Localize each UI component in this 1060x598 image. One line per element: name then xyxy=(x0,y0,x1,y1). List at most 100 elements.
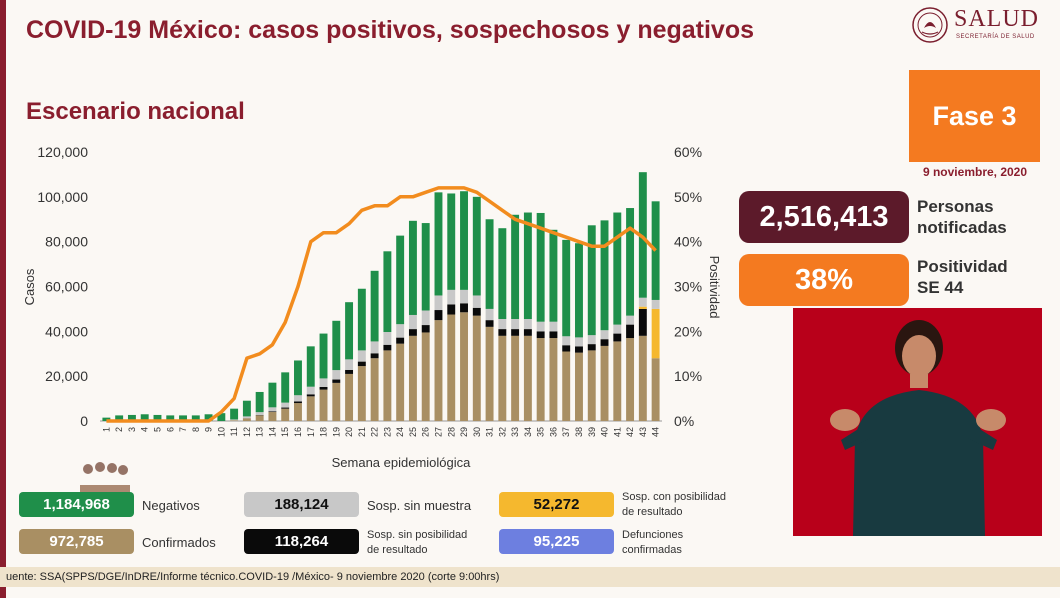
bar-segment xyxy=(626,338,635,421)
y-axis-label: Casos xyxy=(22,268,37,305)
bar-segment xyxy=(536,338,545,421)
y-tick-label: 100,000 xyxy=(37,189,88,205)
bar-segment xyxy=(370,353,379,359)
bar-segment xyxy=(115,415,124,421)
bar-segment xyxy=(102,417,111,421)
bar-segment xyxy=(319,333,328,379)
bar-segment xyxy=(485,219,494,309)
bar-segment xyxy=(575,352,583,421)
bar-segment xyxy=(306,396,315,421)
bar-segment xyxy=(575,337,583,347)
bar-segment xyxy=(485,308,494,321)
bar-segment xyxy=(626,315,635,325)
bar-segment xyxy=(472,295,481,308)
positivity-line xyxy=(106,186,657,423)
watermark-stamp xyxy=(76,455,134,495)
bar-segment xyxy=(217,413,226,421)
bar-segment xyxy=(447,193,456,290)
x-tick-label: 27 xyxy=(433,427,443,437)
bar-segment xyxy=(511,214,520,320)
bar-segment xyxy=(498,319,507,330)
salud-logo: SALUD SECRETARÍA DE SALUD xyxy=(910,4,1050,48)
bar-segment xyxy=(562,345,571,352)
bar-segment xyxy=(498,329,507,336)
bar-segment xyxy=(562,336,571,346)
bar-segment xyxy=(460,191,468,290)
bar-segment xyxy=(294,401,302,404)
x-tick-label: 38 xyxy=(574,427,584,437)
bar-segment xyxy=(396,343,405,421)
legend-sosp-con-posibilidad-label: Sosp. con posibilidad de resultado xyxy=(622,490,726,520)
x-tick-label: 11 xyxy=(229,427,239,436)
y2-tick-label: 40% xyxy=(674,234,702,250)
x-tick-label: 40 xyxy=(600,427,610,437)
salud-logo-subtext: SECRETARÍA DE SALUD xyxy=(956,34,1035,40)
x-tick-label: 28 xyxy=(446,427,456,437)
x-tick-label: 12 xyxy=(242,427,252,437)
x-tick-label: 16 xyxy=(293,427,303,437)
bar-segment xyxy=(370,341,379,354)
legend-sosp-con-posibilidad-value: 52,272 xyxy=(499,492,614,517)
bar-segment xyxy=(613,324,622,334)
x-tick-label: 1 xyxy=(101,427,111,432)
x-tick-label: 5 xyxy=(152,427,162,432)
x-tick-label: 8 xyxy=(191,427,201,432)
y2-tick-label: 60% xyxy=(674,144,702,160)
bar-segment xyxy=(357,361,366,367)
bar-segment xyxy=(562,239,571,337)
x-tick-label: 30 xyxy=(472,427,482,437)
bar-segment xyxy=(600,330,609,340)
x-tick-label: 29 xyxy=(459,427,469,437)
bar-segment xyxy=(562,351,571,421)
x-tick-label: 4 xyxy=(140,427,150,432)
legend-defunciones-label: Defunciones confirmadas xyxy=(622,528,683,558)
bar-segment xyxy=(549,229,558,322)
x-tick-label: 18 xyxy=(319,427,329,437)
bar-segment xyxy=(127,414,136,421)
bar-segment xyxy=(408,329,417,336)
bar-segment xyxy=(460,312,468,421)
bar-segment xyxy=(421,325,430,333)
positivity-label-line2: SE 44 xyxy=(917,278,964,297)
x-tick-label: 2 xyxy=(114,427,124,432)
bar-segment xyxy=(345,359,354,370)
legend-negativos-label: Negativos xyxy=(142,498,200,513)
x-tick-label: 39 xyxy=(587,427,597,437)
bar-segment xyxy=(472,307,481,316)
x-tick-label: 34 xyxy=(523,427,533,437)
y2-axis-label: Positividad xyxy=(707,256,722,319)
bar-segment xyxy=(408,335,417,421)
x-tick-label: 35 xyxy=(536,427,546,437)
bar-segment xyxy=(549,331,558,339)
legend-defunciones-value: 95,225 xyxy=(499,529,614,554)
bar-segment xyxy=(255,412,264,416)
bar-segment xyxy=(281,402,290,408)
bar-segment xyxy=(447,289,456,305)
bar-segment xyxy=(268,382,277,408)
bar-segment xyxy=(332,379,341,383)
bar-segment xyxy=(626,208,635,316)
bar-segment xyxy=(638,306,647,309)
bar-segment xyxy=(383,251,392,333)
positivity-label: Positividad SE 44 xyxy=(917,256,1008,298)
y-tick-label: 60,000 xyxy=(45,279,88,295)
bar-segment xyxy=(485,326,494,421)
bar-segment xyxy=(357,288,366,351)
bar-segment xyxy=(370,270,379,342)
positivity-label-line1: Positividad xyxy=(917,257,1008,276)
notified-label: Personas notificadas xyxy=(917,196,1007,238)
x-tick-label: 37 xyxy=(561,427,571,437)
legend-sosp-sin-posibilidad-value: 118,264 xyxy=(244,529,359,554)
x-tick-label: 20 xyxy=(344,427,354,437)
x-tick-label: 13 xyxy=(255,427,265,437)
positivity-value-box: 38% xyxy=(739,254,909,306)
bar-segment xyxy=(447,304,456,315)
x-tick-label: 44 xyxy=(651,427,661,437)
y2-tick-label: 10% xyxy=(674,368,702,384)
bar-segment xyxy=(357,350,366,362)
y-tick-label: 40,000 xyxy=(45,323,88,339)
bar-segment xyxy=(345,373,354,421)
bar-segment xyxy=(434,295,443,311)
bar-segment xyxy=(447,314,456,421)
bar-segment xyxy=(242,416,251,419)
